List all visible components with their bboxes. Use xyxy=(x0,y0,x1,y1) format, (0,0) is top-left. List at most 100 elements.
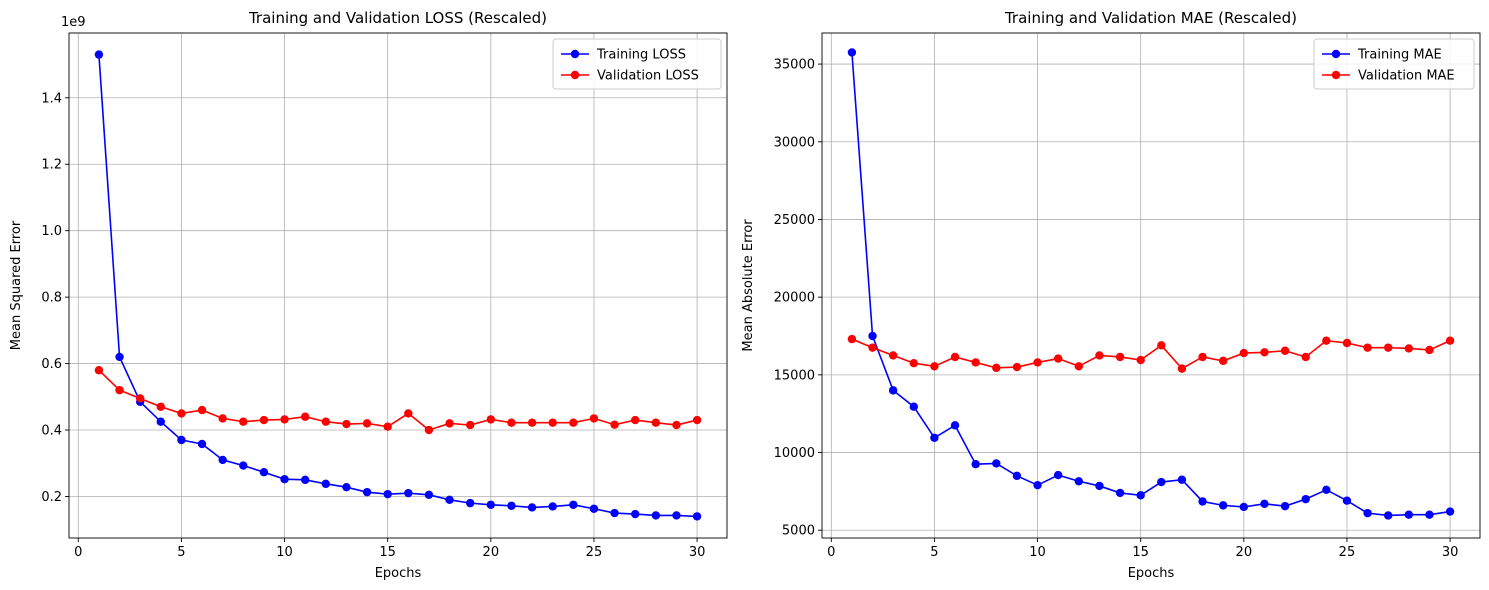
data-point xyxy=(672,511,681,520)
data-point xyxy=(239,417,248,426)
data-point xyxy=(1425,345,1434,355)
data-point xyxy=(115,385,124,395)
axes-frame xyxy=(821,32,1481,539)
data-point xyxy=(1115,352,1125,362)
legend-marker xyxy=(1331,70,1341,80)
x-tick-label: 25 xyxy=(1339,545,1356,560)
data-point xyxy=(1280,346,1290,355)
data-point xyxy=(424,425,434,435)
data-point xyxy=(631,415,640,425)
data-point xyxy=(239,461,248,470)
data-point xyxy=(651,418,661,427)
data-point xyxy=(1157,341,1166,350)
legend-label: Training LOSS xyxy=(596,48,686,63)
data-point xyxy=(527,418,537,427)
y-tick-label: 30000 xyxy=(774,135,815,150)
data-point xyxy=(1136,355,1145,365)
x-tick-label: 10 xyxy=(276,545,293,560)
data-point xyxy=(404,488,413,498)
legend: Training LOSS Validation LOSS xyxy=(552,38,722,90)
data-point xyxy=(486,415,496,424)
data-point xyxy=(445,419,454,428)
y-tick-label: 0.2 xyxy=(41,490,62,505)
data-point xyxy=(321,417,331,426)
data-point xyxy=(465,498,475,508)
data-point xyxy=(1053,470,1063,480)
data-point xyxy=(1445,507,1455,516)
data-point xyxy=(135,394,145,403)
y-tick-label: 25000 xyxy=(774,213,815,228)
legend-box xyxy=(1313,38,1475,90)
data-point xyxy=(888,386,898,395)
y-tick-label: 10000 xyxy=(774,446,815,461)
chart-panel-2: 0 5 10 15 20 25 30 5000 10000 15000 20000 25000 3000… xyxy=(741,9,1481,581)
data-point xyxy=(1012,471,1022,481)
data-point xyxy=(1239,502,1249,512)
data-point xyxy=(569,500,578,509)
x-tick-label: 0 xyxy=(74,545,82,560)
data-point xyxy=(383,489,392,499)
data-point xyxy=(548,502,557,511)
data-point xyxy=(971,358,980,367)
series-line xyxy=(98,369,698,431)
legend-label: Validation MAE xyxy=(1358,69,1455,84)
data-point xyxy=(259,415,269,425)
data-point xyxy=(1177,364,1187,373)
data-point xyxy=(362,419,372,428)
data-point xyxy=(300,412,310,421)
data-point xyxy=(992,363,1001,373)
data-point xyxy=(94,50,104,59)
data-point xyxy=(424,490,434,500)
chart-title: Training and Validation MAE (Rescaled) xyxy=(1004,9,1297,27)
data-point xyxy=(1342,338,1352,348)
data-point xyxy=(651,511,661,520)
data-point xyxy=(930,433,939,442)
x-tick-label: 5 xyxy=(930,545,938,560)
data-point xyxy=(610,420,619,429)
data-point xyxy=(1425,510,1434,519)
x-tick-label: 25 xyxy=(586,545,603,560)
data-point xyxy=(1157,477,1166,487)
y-tick-label: 35000 xyxy=(774,58,815,73)
y-tick-label: 0.8 xyxy=(41,291,62,306)
x-tick-label: 0 xyxy=(827,545,835,560)
data-point xyxy=(1322,485,1331,495)
x-tick-label: 15 xyxy=(1132,545,1149,560)
data-point xyxy=(465,420,475,430)
x-axis-label: Epochs xyxy=(375,566,422,581)
data-point xyxy=(909,402,918,411)
y-axis-label: Mean Absolute Error xyxy=(741,219,756,352)
data-point xyxy=(569,418,578,427)
chart-panel-1: 0 5 10 15 20 25 30 0.2 0.4 0.6 0.8 1.0 1.2 1.4 Trainin… xyxy=(9,9,728,581)
data-point xyxy=(383,422,392,431)
data-point xyxy=(1260,348,1269,357)
data-point xyxy=(280,415,289,424)
legend-marker xyxy=(1331,49,1341,59)
data-point xyxy=(1260,499,1269,509)
data-point xyxy=(992,459,1001,468)
data-point xyxy=(692,512,702,521)
data-point xyxy=(1322,336,1331,345)
data-point xyxy=(971,459,980,469)
axis-offset-text: 1e9 xyxy=(61,15,86,30)
data-point xyxy=(589,504,599,513)
data-point xyxy=(1198,352,1207,362)
data-point xyxy=(847,48,857,57)
data-point xyxy=(1033,358,1042,367)
y-tick-label: 20000 xyxy=(774,291,815,306)
y-tick-label: 1.4 xyxy=(41,91,62,106)
data-point xyxy=(1053,354,1063,363)
data-point xyxy=(692,415,702,425)
data-point xyxy=(930,362,939,371)
data-point xyxy=(156,417,165,426)
data-point xyxy=(847,334,857,344)
data-point xyxy=(321,479,331,489)
x-tick-label: 10 xyxy=(1029,545,1046,560)
legend-label: Validation LOSS xyxy=(597,69,699,84)
data-point xyxy=(1198,497,1207,506)
data-point xyxy=(342,419,351,429)
series-line xyxy=(851,338,1451,370)
data-point xyxy=(156,402,165,411)
data-point xyxy=(1095,351,1104,360)
